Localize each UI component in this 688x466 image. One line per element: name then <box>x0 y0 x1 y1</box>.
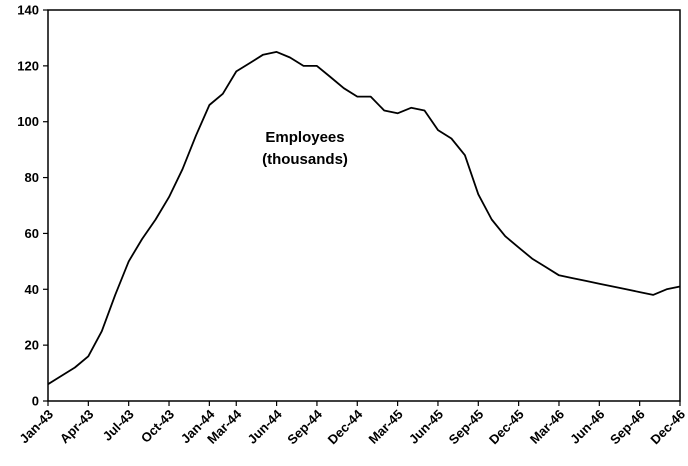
y-tick-label: 40 <box>25 282 39 297</box>
series-layer <box>47 51 681 385</box>
x-tick-label: Jun-44 <box>244 406 285 447</box>
x-tick-label: Jan-43 <box>16 407 56 447</box>
y-tick-label: 0 <box>32 394 39 409</box>
y-tick-label: 100 <box>17 114 39 129</box>
chart-axes <box>47 9 681 402</box>
employees-series-line <box>47 51 681 385</box>
x-tick-label: Oct-43 <box>138 407 177 446</box>
x-tick-label: Dec-45 <box>486 407 527 448</box>
annotation-line-2: (thousands) <box>262 151 348 168</box>
y-tick-label: 120 <box>17 58 39 73</box>
x-tick-label: Dec-44 <box>325 406 366 447</box>
y-axis-ticks: 0 20 40 60 80 100 120 140 <box>17 3 48 409</box>
x-tick-label: Jul-43 <box>100 407 137 444</box>
y-tick-label: 80 <box>25 170 39 185</box>
annotation-line-1: Employees <box>265 129 344 146</box>
x-tick-label: Sep-45 <box>446 407 487 448</box>
y-tick-label: 60 <box>25 226 39 241</box>
x-tick-label: Apr-43 <box>57 407 97 447</box>
x-tick-label: Sep-46 <box>607 407 648 448</box>
y-tick-label: 20 <box>25 338 39 353</box>
x-tick-label: Mar-46 <box>527 407 567 447</box>
x-tick-label: Sep-44 <box>284 406 325 447</box>
y-tick-label: 140 <box>17 3 39 18</box>
x-tick-label: Mar-45 <box>365 407 405 447</box>
x-tick-label: Jun-46 <box>567 407 607 447</box>
x-tick-label: Jun-45 <box>406 407 446 447</box>
x-tick-label: Dec-46 <box>647 407 688 448</box>
plot-frame <box>47 9 681 402</box>
